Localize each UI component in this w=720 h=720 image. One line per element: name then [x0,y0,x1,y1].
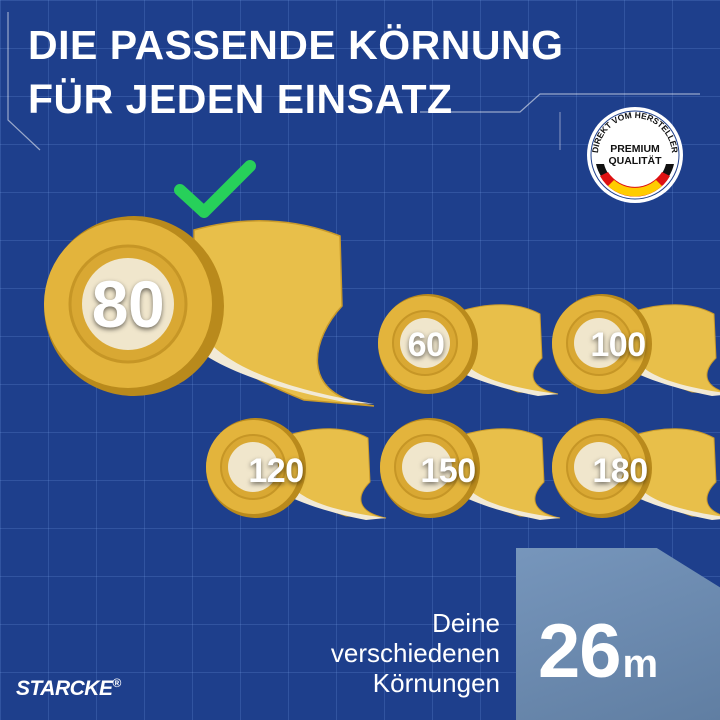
sandpaper-roll-60: 60 [378,288,559,398]
sandpaper-roll-150: 150 [380,412,561,522]
grit-caption: Deine verschiedenen Körnungen [331,608,500,698]
brand-registered-mark: ® [112,676,121,690]
caption-line-1: Deine [432,608,500,638]
grit-label: 150 [420,452,476,490]
featured-grit-label: 80 [91,267,165,341]
roll-length-unit: m [622,642,659,686]
sandpaper-roll-120: 120 [206,412,387,522]
headline: DIE PASSENDE KÖRNUNG FÜR JEDEN EINSATZ [28,18,563,126]
premium-quality-badge: DIREKT VOM HERSTELLER PREMIUM QUALITÄT [586,106,684,204]
sandpaper-roll-180: 180 [552,412,720,522]
badge-line-2: QUALITÄT [608,154,662,167]
brand-logo: STARCKE® [16,676,121,701]
sandpaper-roll-featured: 80 [44,196,375,407]
sandpaper-sheet [516,548,720,720]
grit-label: 180 [592,452,648,490]
grit-label: 100 [590,326,646,364]
headline-line-2: FÜR JEDEN EINSATZ [28,76,453,122]
brand-name: STARCKE [16,677,113,700]
caption-line-2: verschiedenen [330,638,500,668]
sandpaper-sheet-shade [516,548,720,720]
headline-line-1: DIE PASSENDE KÖRNUNG [28,22,564,68]
badge-line-1: PREMIUM [610,143,660,155]
check-icon [174,160,256,218]
roll-length: 26m [538,612,658,704]
sandpaper-roll-100: 100 [552,288,720,398]
caption-line-3: Körnungen [372,668,500,698]
grit-label: 60 [407,326,445,364]
roll-length-value: 26 [538,609,622,694]
grit-label: 120 [248,452,304,490]
